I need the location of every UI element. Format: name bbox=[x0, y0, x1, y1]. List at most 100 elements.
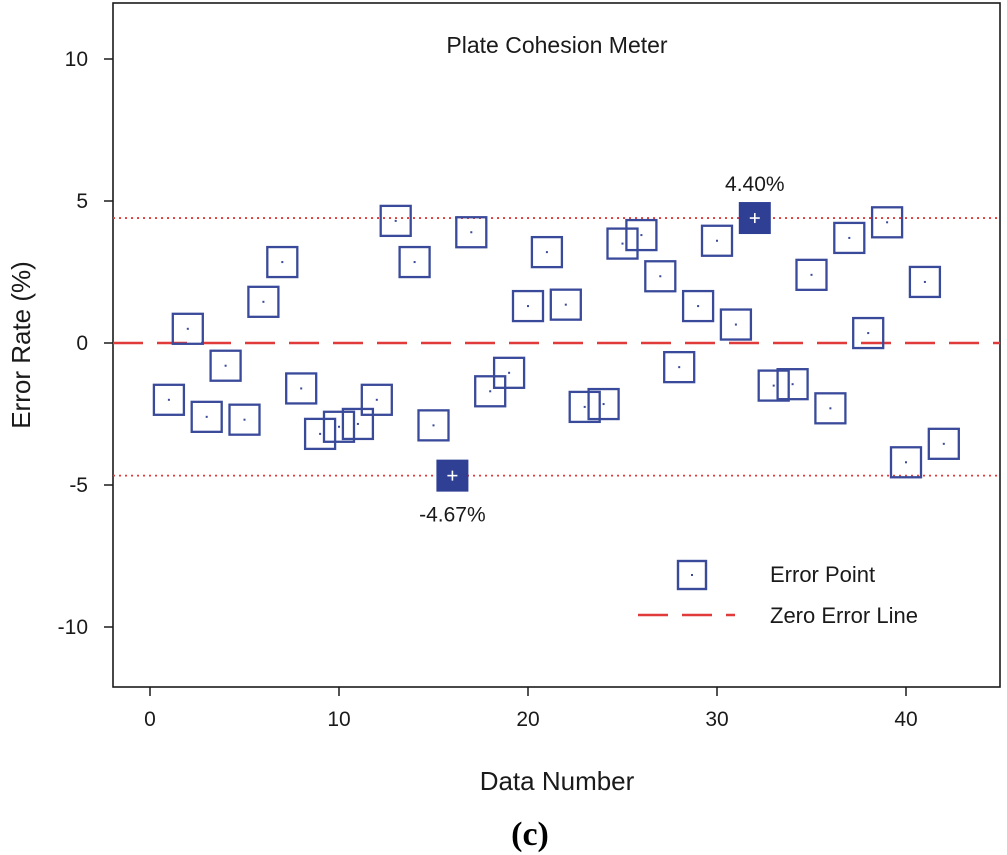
error-point bbox=[908, 265, 942, 299]
legend-label-error-point: Error Point bbox=[770, 562, 875, 587]
error-point-center-dot bbox=[923, 280, 926, 283]
error-point bbox=[587, 387, 620, 421]
error-point-center-dot bbox=[300, 387, 303, 390]
error-point-center-dot bbox=[432, 424, 435, 427]
error-point bbox=[549, 288, 582, 321]
error-point bbox=[606, 227, 639, 260]
error-point bbox=[303, 417, 337, 451]
chart-title: Plate Cohesion Meter bbox=[446, 32, 668, 58]
error-point bbox=[360, 383, 393, 416]
error-point-center-dot bbox=[262, 300, 265, 303]
error-point-center-dot bbox=[772, 384, 775, 387]
legend-marker-error-point bbox=[676, 559, 708, 591]
legend-marker-center-dot bbox=[691, 574, 693, 576]
error-point-center-dot bbox=[508, 371, 511, 374]
error-point bbox=[927, 427, 960, 460]
error-point-center-dot bbox=[356, 422, 359, 425]
y-axis-title: Error Rate (%) bbox=[6, 261, 36, 429]
error-point bbox=[492, 356, 526, 389]
error-point-center-dot bbox=[621, 242, 624, 245]
error-point-center-dot bbox=[716, 239, 718, 242]
error-point bbox=[625, 218, 658, 252]
error-point-center-dot bbox=[224, 364, 227, 367]
plot-frame bbox=[112, 2, 1001, 688]
x-axis-title: Data Number bbox=[480, 766, 635, 796]
error-point-center-dot bbox=[659, 275, 662, 278]
error-point-center-dot bbox=[167, 398, 170, 401]
error-point-center-dot bbox=[791, 383, 794, 386]
y-tick-label: -10 bbox=[58, 616, 88, 639]
error-point bbox=[889, 446, 923, 479]
error-point-center-dot bbox=[205, 415, 208, 418]
error-point bbox=[341, 407, 375, 441]
x-axis-ticks: 0 10 20 30 40 bbox=[144, 687, 918, 731]
error-point-center-dot bbox=[602, 403, 605, 406]
error-point-center-dot bbox=[678, 366, 681, 369]
error-point bbox=[568, 390, 601, 424]
error-point bbox=[511, 289, 545, 323]
legend-label-zero-line: Zero Error Line bbox=[770, 603, 918, 628]
error-point bbox=[285, 372, 318, 405]
error-point-center-dot bbox=[394, 219, 397, 222]
error-point bbox=[474, 375, 507, 408]
error-point bbox=[379, 204, 412, 238]
error-point-center-dot bbox=[886, 221, 889, 224]
x-tick-label: 10 bbox=[327, 708, 350, 731]
y-tick-label: 10 bbox=[65, 48, 88, 71]
error-point-center-dot bbox=[375, 398, 378, 401]
error-point bbox=[266, 245, 299, 279]
error-point bbox=[663, 350, 696, 384]
error-point-center-dot bbox=[489, 390, 492, 393]
x-tick-label: 30 bbox=[705, 708, 728, 731]
error-point bbox=[322, 410, 356, 443]
error-point-center-dot bbox=[583, 405, 586, 408]
error-point bbox=[190, 400, 223, 433]
x-tick-label: 40 bbox=[894, 708, 917, 731]
error-point-center-dot bbox=[848, 236, 851, 239]
error-point bbox=[814, 392, 847, 425]
error-point bbox=[870, 206, 904, 239]
error-point-center-dot bbox=[413, 261, 416, 264]
error-point bbox=[398, 245, 431, 279]
highlighted-point bbox=[436, 459, 469, 492]
error-point-center-dot bbox=[810, 273, 813, 276]
error-point-center-dot bbox=[942, 442, 945, 445]
error-point bbox=[644, 260, 677, 293]
error-point-center-dot bbox=[527, 305, 529, 308]
error-point bbox=[795, 258, 828, 291]
error-point bbox=[852, 316, 885, 350]
x-tick-label: 20 bbox=[516, 708, 539, 731]
y-axis-ticks: -10 -5 0 5 10 bbox=[58, 48, 113, 639]
error-point-center-dot bbox=[470, 231, 473, 234]
error-point bbox=[152, 383, 186, 416]
legend: Error Point Zero Error Line bbox=[638, 559, 918, 628]
error-point bbox=[228, 403, 261, 436]
error-point bbox=[530, 235, 564, 269]
y-tick-label: 0 bbox=[76, 332, 88, 355]
error-point bbox=[833, 221, 866, 255]
error-point-center-dot bbox=[243, 418, 246, 421]
error-point bbox=[171, 312, 204, 345]
error-point-center-dot bbox=[186, 327, 189, 330]
error-point-center-dot bbox=[338, 425, 340, 428]
error-point bbox=[209, 349, 242, 382]
error-point-center-dot bbox=[697, 305, 700, 308]
error-point bbox=[776, 368, 809, 401]
error-point-center-dot bbox=[829, 407, 832, 410]
error-point-center-dot bbox=[734, 323, 737, 326]
error-point-center-dot bbox=[319, 432, 322, 435]
annotation-label: -4.67% bbox=[419, 504, 486, 527]
error-point-center-dot bbox=[640, 234, 643, 237]
error-point bbox=[757, 369, 790, 402]
panel-label: (c) bbox=[511, 816, 549, 853]
error-points bbox=[152, 202, 960, 492]
y-tick-label: -5 bbox=[69, 474, 88, 497]
x-tick-label: 0 bbox=[144, 708, 156, 731]
error-point-center-dot bbox=[867, 332, 870, 335]
error-point bbox=[455, 216, 488, 249]
reference-lines bbox=[113, 217, 1000, 477]
error-point bbox=[719, 308, 753, 341]
y-tick-label: 5 bbox=[76, 190, 88, 213]
error-point-center-dot bbox=[905, 461, 907, 464]
